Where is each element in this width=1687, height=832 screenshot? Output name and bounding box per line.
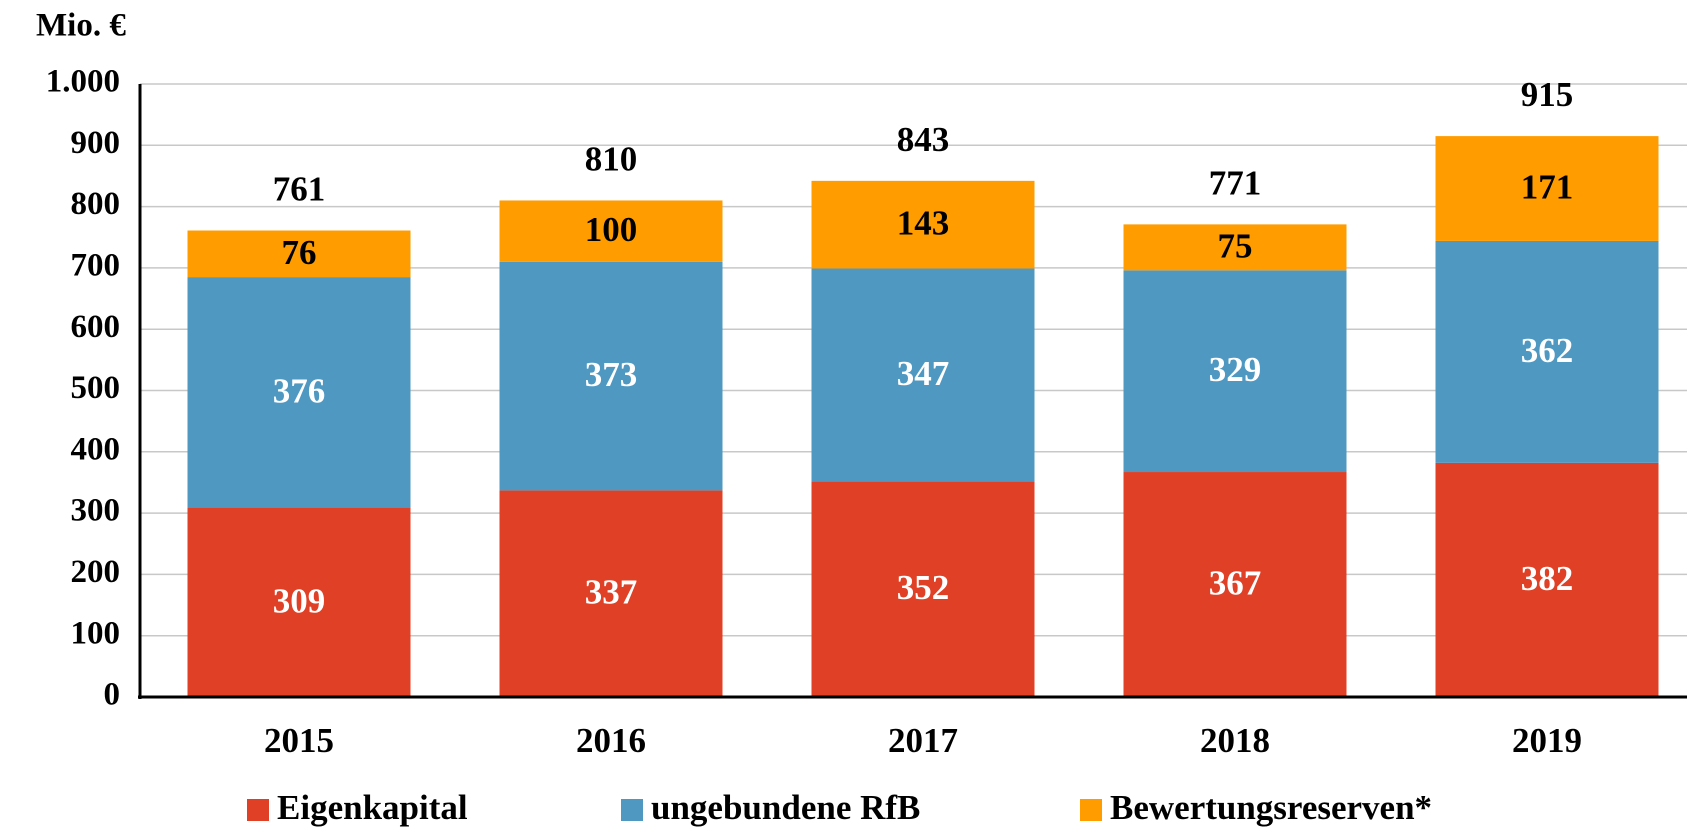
y-tick-label: 300 xyxy=(71,493,121,529)
value-label: 352 xyxy=(897,568,950,607)
bar-segment xyxy=(187,277,411,508)
legend-label: Bewertungsreserven* xyxy=(1110,788,1432,827)
y-tick-label: 800 xyxy=(71,186,121,222)
total-label: 761 xyxy=(273,170,326,209)
y-tick-label: 100 xyxy=(71,615,121,651)
total-label: 771 xyxy=(1209,163,1262,202)
value-label: 329 xyxy=(1209,350,1262,389)
y-tick-label: 1.000 xyxy=(46,64,120,100)
y-tick-label: 900 xyxy=(71,125,121,161)
value-label: 373 xyxy=(585,355,638,394)
y-tick-label: 700 xyxy=(71,247,121,283)
bar-segment xyxy=(1435,240,1659,463)
x-tick-label: 2017 xyxy=(888,721,958,760)
bar-segment xyxy=(1123,224,1347,271)
bar-segment xyxy=(187,230,411,278)
legend-swatch xyxy=(1080,799,1102,821)
y-tick-label: 0 xyxy=(104,677,121,713)
x-tick-label: 2015 xyxy=(264,721,334,760)
y-tick-label: 400 xyxy=(71,431,121,467)
total-label: 810 xyxy=(585,140,638,179)
legend-swatch xyxy=(621,799,643,821)
bar-segment xyxy=(1435,136,1659,241)
y-axis-label: Mio. € xyxy=(36,8,126,44)
value-label: 143 xyxy=(897,204,950,243)
y-tick-label: 600 xyxy=(71,309,121,345)
y-tick-label: 200 xyxy=(71,554,121,590)
value-label: 382 xyxy=(1521,559,1574,598)
bar-segment xyxy=(187,507,411,697)
bar-segment xyxy=(1435,462,1659,697)
bar-segment xyxy=(1123,270,1347,473)
value-label: 309 xyxy=(273,581,326,620)
x-tick-label: 2018 xyxy=(1200,721,1270,760)
y-tick-label: 500 xyxy=(71,370,121,406)
value-label: 171 xyxy=(1521,168,1574,207)
legend-label: Eigenkapital xyxy=(277,788,468,827)
value-label: 367 xyxy=(1209,564,1262,603)
bar-segment xyxy=(811,180,1035,269)
bar-segment xyxy=(499,200,723,262)
value-label: 100 xyxy=(585,210,638,249)
total-label: 915 xyxy=(1521,75,1574,114)
total-label: 843 xyxy=(897,120,950,159)
bar-segment xyxy=(499,261,723,491)
bar-segment xyxy=(811,268,1035,482)
value-label: 76 xyxy=(282,233,317,272)
value-label: 362 xyxy=(1521,331,1574,370)
value-label: 376 xyxy=(273,371,326,410)
legend-label: ungebundene RfB xyxy=(651,788,920,827)
bar-segment xyxy=(811,481,1035,697)
value-label: 337 xyxy=(585,573,638,612)
value-label: 347 xyxy=(897,354,950,393)
bar-segment xyxy=(499,490,723,697)
legend-swatch xyxy=(247,799,269,821)
bar-segment xyxy=(1123,472,1347,697)
value-label: 75 xyxy=(1218,226,1253,265)
x-tick-label: 2016 xyxy=(576,721,646,760)
x-tick-label: 2019 xyxy=(1512,721,1582,760)
